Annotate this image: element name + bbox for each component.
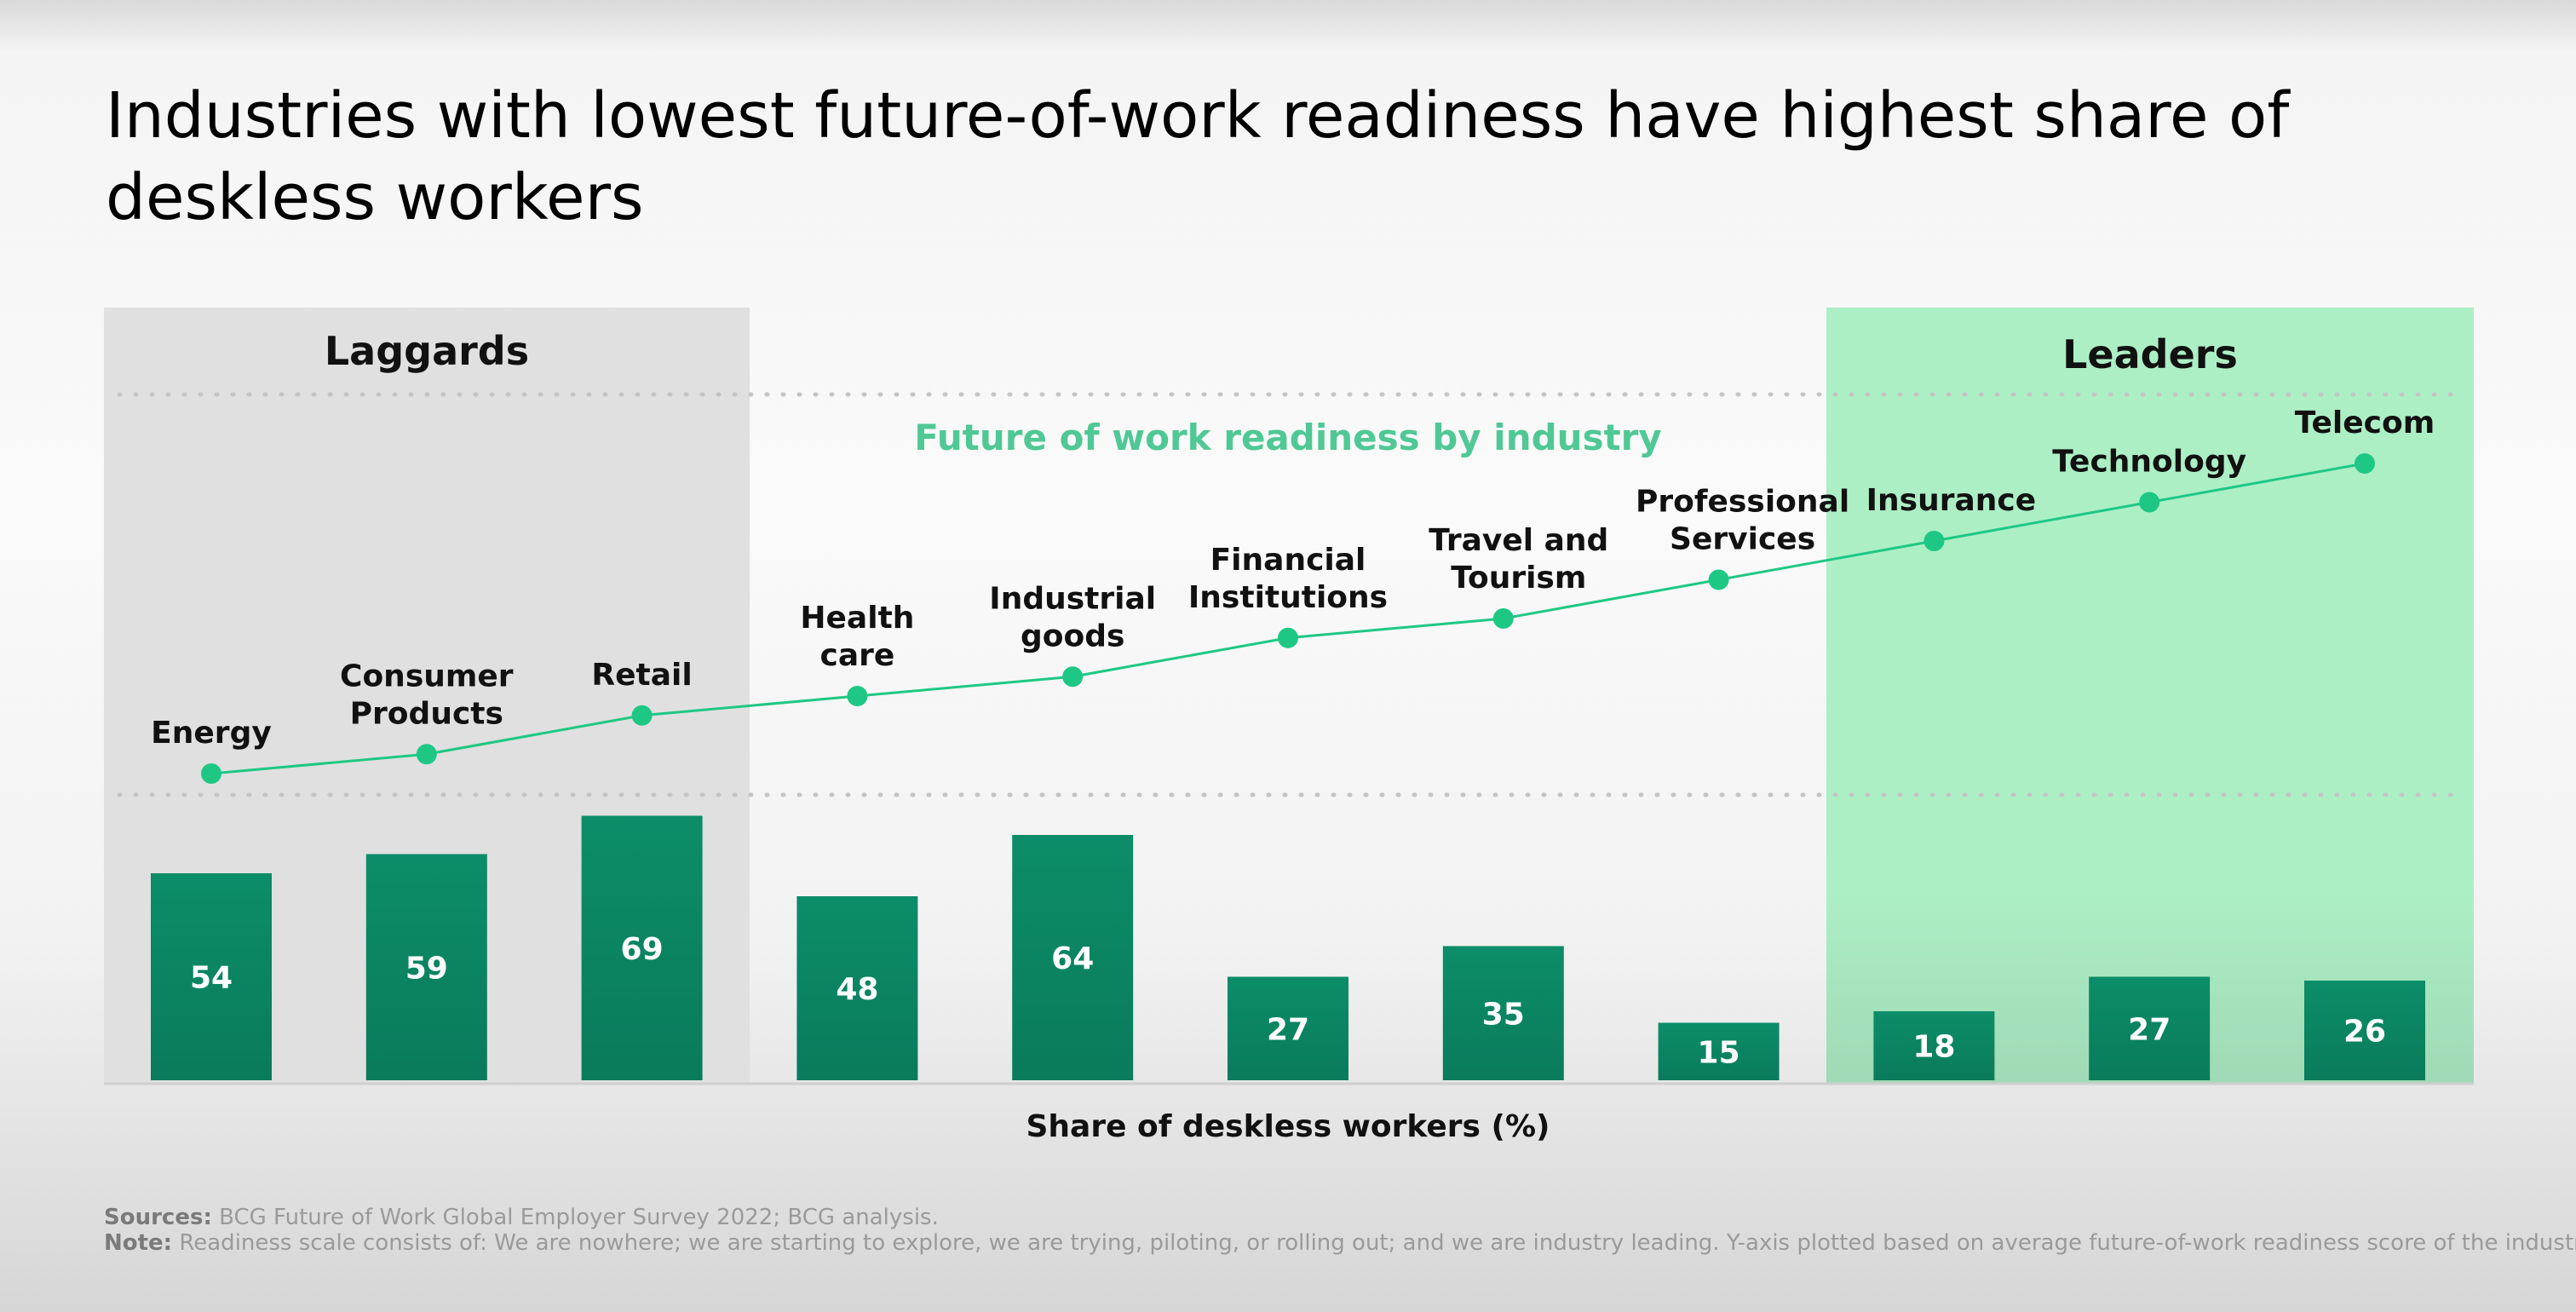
category-label: Energy: [151, 716, 272, 751]
category-label: goods: [1021, 619, 1124, 653]
readiness-point-insurance: [1923, 531, 1945, 551]
category-label: Retail: [591, 658, 692, 693]
category-label: Consumer: [340, 659, 514, 693]
bar-health-care: [796, 896, 918, 1080]
bar-value-label: 64: [1051, 941, 1094, 976]
category-label: Technology: [2052, 445, 2246, 480]
readiness-point-energy: [201, 763, 221, 784]
group-panel-leaders: [1826, 308, 2474, 1084]
bar-travel-and-tourism: [1442, 946, 1564, 1080]
chart-subtitle: Future of work readiness by industry: [914, 417, 1661, 458]
bar-energy: [151, 873, 272, 1080]
x-axis-label: Share of deskless workers (%): [1026, 1109, 1550, 1144]
sources-label: Sources:: [104, 1205, 212, 1230]
bar-value-label: 27: [2128, 1012, 2171, 1047]
bar-value-label: 35: [1482, 997, 1525, 1032]
bar-value-label: 54: [190, 961, 233, 996]
note-label: Note:: [104, 1230, 173, 1256]
category-label: Products: [350, 696, 503, 731]
bar-telecom: [2304, 981, 2425, 1080]
sources-text: BCG Future of Work Global Employer Surve…: [211, 1205, 939, 1230]
bar-financial-institutions: [1228, 976, 1348, 1080]
sources-note: Sources: BCG Future of Work Global Emplo…: [104, 1204, 939, 1231]
bar-consumer-products: [365, 854, 487, 1080]
bar-value-label: 69: [621, 932, 664, 967]
category-label: Services: [1670, 522, 1815, 557]
category-label: Health: [800, 601, 914, 636]
readiness-point-travel-and-tourism: [1492, 608, 1514, 629]
category-label: Tourism: [1451, 561, 1586, 596]
bar-value-label: 18: [1912, 1030, 1955, 1065]
readiness-point-professional-services: [1708, 569, 1729, 590]
category-label: Insurance: [1866, 483, 2037, 518]
bar-industrial-goods: [1012, 835, 1134, 1080]
bar-value-label: 59: [405, 951, 448, 986]
bar-technology: [2089, 976, 2211, 1080]
readiness-point-health-care: [847, 686, 868, 706]
readiness-point-telecom: [2355, 453, 2375, 474]
bar-value-label: 26: [2343, 1015, 2386, 1050]
category-label: Industrial: [989, 581, 1156, 616]
chart-title: Industries with lowest future-of-work re…: [106, 79, 2290, 234]
readiness-point-industrial-goods: [1062, 666, 1084, 688]
bar-value-label: 27: [1267, 1012, 1309, 1047]
readiness-point-financial-institutions: [1278, 627, 1298, 648]
bar-retail: [581, 815, 703, 1080]
readiness-point-consumer-products: [416, 744, 437, 765]
readiness-point-retail: [631, 705, 653, 726]
readiness-point-technology: [2139, 492, 2160, 513]
bar-value-label: 15: [1698, 1035, 1740, 1070]
note-text: Readiness scale consists of: We are nowh…: [172, 1230, 2576, 1256]
category-label: care: [819, 638, 894, 673]
group-label-leaders: Leaders: [2062, 331, 2238, 377]
category-label: Telecom: [2295, 406, 2435, 440]
bar-insurance: [1873, 1011, 1995, 1080]
category-label: Financial: [1210, 543, 1366, 578]
category-label: Institutions: [1188, 580, 1388, 615]
category-label: Professional: [1636, 485, 1849, 520]
group-label-laggards: Laggards: [325, 328, 529, 374]
category-label: Travel and: [1429, 523, 1608, 558]
bar-value-label: 48: [836, 972, 878, 1007]
bar-professional-services: [1658, 1022, 1780, 1080]
readiness-note: Note: Readiness scale consists of: We ar…: [104, 1229, 2576, 1257]
